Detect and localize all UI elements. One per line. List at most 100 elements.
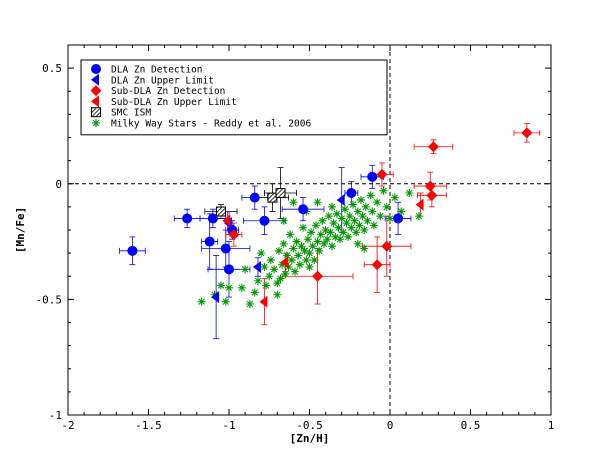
- legend-label-milky-way-stars-reddy-et-al-2006: Milky Way Stars - Reddy et al. 2006: [111, 119, 311, 130]
- milky-way-stars-reddy-et-al-2006-point: [352, 228, 361, 237]
- milky-way-stars-reddy-et-al-2006-point: [216, 281, 225, 290]
- milky-way-stars-reddy-et-al-2006-point: [331, 232, 340, 241]
- sub-dla-zn-detection-point: [427, 141, 439, 153]
- milky-way-stars-reddy-et-al-2006-point: [328, 202, 337, 211]
- milky-way-stars-reddy-et-al-2006-point: [237, 283, 246, 292]
- milky-way-stars-reddy-et-al-2006-point: [318, 216, 327, 225]
- milky-way-stars-reddy-et-al-2006-point: [363, 216, 372, 225]
- milky-way-stars-reddy-et-al-2006-point: [253, 276, 262, 285]
- tick-labels: -2 -1.5 -1 -0.5 0 0.5 1 -1 -0.5 0 0.5: [36, 62, 555, 432]
- legend-label-dla-zn-detection: DLA Zn Detection: [111, 65, 203, 76]
- legend-marker-milky-way-stars-reddy-et-al-2006: [92, 119, 100, 127]
- milky-way-stars-reddy-et-al-2006-point: [225, 283, 233, 292]
- milky-way-stars-reddy-et-al-2006-point: [353, 239, 362, 248]
- milky-way-stars-reddy-et-al-2006-point: [323, 235, 332, 244]
- milky-way-stars-reddy-et-al-2006-point: [299, 223, 308, 232]
- milky-way-stars-reddy-et-al-2006-point: [310, 256, 319, 265]
- dla-zn-detection-point: [127, 245, 138, 256]
- milky-way-stars-reddy-et-al-2006-point: [305, 249, 314, 258]
- dla-zn-detection-point: [182, 213, 193, 224]
- milky-way-stars-reddy-et-al-2006-point: [279, 216, 288, 225]
- legend-label-sub-dla-zn-detection: Sub-DLA Zn Detection: [111, 86, 225, 97]
- milky-way-stars-reddy-et-al-2006-point: [257, 249, 266, 258]
- milky-way-stars-reddy-et-al-2006-point: [397, 207, 406, 216]
- milky-way-stars-reddy-et-al-2006-point: [300, 246, 309, 255]
- sub-dla-zn-upper-limit-point: [415, 198, 424, 211]
- axis-ticks: [67, 44, 552, 416]
- milky-way-stars-reddy-et-al-2006-point: [319, 239, 328, 248]
- smc-ism-point: [215, 206, 226, 217]
- milky-way-stars-reddy-et-al-2006-point: [270, 265, 279, 274]
- milky-way-stars-reddy-et-al-2006-point: [295, 260, 304, 269]
- legend-marker-dla-zn-detection: [91, 64, 101, 74]
- milky-way-stars-reddy-et-al-2006-point: [386, 214, 394, 223]
- milky-way-stars-reddy-et-al-2006-point: [337, 214, 346, 223]
- sub-dla-zn-detection-point: [228, 229, 240, 241]
- legend-label-sub-dla-zn-upper-limit: Sub-DLA Zn Upper Limit: [111, 97, 237, 108]
- sub-dla-zn-detection-point: [426, 189, 438, 201]
- milky-way-stars-reddy-et-al-2006-point: [313, 237, 322, 246]
- milky-way-stars-reddy-et-al-2006-point: [274, 246, 283, 255]
- dla-zn-detection-point: [204, 236, 215, 247]
- dla-zn-detection-point: [207, 213, 218, 224]
- milky-way-stars-reddy-et-al-2006-point: [273, 290, 282, 299]
- dla-zn-detection-point: [249, 192, 260, 203]
- milky-way-stars-reddy-et-al-2006-point: [286, 230, 295, 239]
- milky-way-stars-reddy-et-al-2006-point: [376, 212, 385, 221]
- milky-way-stars-reddy-et-al-2006-point: [260, 263, 269, 271]
- x-tick-label: 0.5: [461, 419, 481, 432]
- dla-zn-upper-limit-point: [211, 291, 220, 304]
- milky-way-stars-reddy-et-al-2006-point: [292, 237, 301, 246]
- sub-dla-zn-detection-point: [371, 259, 383, 271]
- sub-dla-zn-detection-point: [312, 270, 324, 282]
- milky-way-stars-reddy-et-al-2006-point: [344, 232, 353, 241]
- milky-way-stars-reddy-et-al-2006-point: [369, 221, 378, 230]
- milky-way-stars-reddy-et-al-2006-point: [361, 202, 370, 211]
- milky-way-stars-reddy-et-al-2006-point: [332, 209, 341, 218]
- milky-way-stars-reddy-et-al-2006-point: [355, 221, 364, 230]
- dla-zn-detection-point: [259, 215, 270, 226]
- milky-way-stars-reddy-et-al-2006-point: [278, 260, 287, 269]
- milky-way-stars-reddy-et-al-2006-point: [262, 281, 271, 290]
- milky-way-stars-reddy-et-al-2006-point: [321, 226, 330, 234]
- milky-way-stars-reddy-et-al-2006-point: [382, 202, 391, 211]
- legend-marker-smc-ism: [91, 107, 101, 118]
- legend-marker-dla-zn-upper-limit: [91, 73, 99, 86]
- dla-zn-detection-point: [367, 171, 378, 182]
- x-tick-label: -1: [222, 419, 235, 432]
- milky-way-stars-reddy-et-al-2006-point: [221, 297, 230, 306]
- milky-way-stars-reddy-et-al-2006-point: [360, 244, 369, 253]
- dla-zn-detection-point: [346, 188, 357, 198]
- x-tick-label: -1.5: [135, 419, 162, 432]
- milky-way-stars-reddy-et-al-2006-point: [336, 235, 345, 244]
- sub-dla-zn-detection-point: [521, 127, 533, 139]
- dla-zn-detection-point: [220, 243, 231, 254]
- milky-way-stars-reddy-et-al-2006-point: [326, 228, 335, 237]
- dla-zn-upper-limit-point: [336, 193, 345, 206]
- dla-zn-detection-point: [298, 204, 309, 215]
- dla-zn-upper-limit-point: [252, 261, 261, 273]
- milky-way-stars-reddy-et-al-2006-point: [390, 193, 399, 202]
- milky-way-stars-reddy-et-al-2006-point: [316, 230, 325, 239]
- x-tick-label: 0: [387, 419, 394, 432]
- milky-way-stars-reddy-et-al-2006-point: [358, 212, 367, 221]
- milky-way-stars-reddy-et-al-2006-point: [308, 242, 317, 251]
- legend-label-smc-ism: SMC ISM: [111, 108, 151, 119]
- milky-way-stars-reddy-et-al-2006-point: [197, 297, 206, 306]
- milky-way-stars-reddy-et-al-2006-point: [379, 186, 388, 195]
- milky-way-stars-reddy-et-al-2006-point: [366, 191, 375, 200]
- milky-way-stars-reddy-et-al-2006-point: [353, 207, 362, 216]
- y-tick-label: 0: [55, 178, 62, 191]
- milky-way-stars-reddy-et-al-2006-point: [302, 256, 311, 265]
- y-tick-label: 0.5: [42, 62, 62, 75]
- reference-lines: [68, 45, 551, 415]
- legend-marker-sub-dla-zn-upper-limit: [91, 95, 99, 108]
- y-tick-label: -0.5: [36, 293, 63, 306]
- milky-way-stars-reddy-et-al-2006-point: [276, 274, 285, 283]
- y-axis-label: [Mn/Fe]: [14, 207, 27, 253]
- milky-way-stars-reddy-et-al-2006-point: [368, 207, 377, 216]
- milky-way-stars-reddy-et-al-2006-point: [307, 228, 316, 237]
- milky-way-stars-reddy-et-al-2006-point: [289, 198, 298, 207]
- x-axis-label: [Zn/H]: [290, 432, 330, 445]
- milky-way-stars-reddy-et-al-2006-point: [350, 216, 359, 225]
